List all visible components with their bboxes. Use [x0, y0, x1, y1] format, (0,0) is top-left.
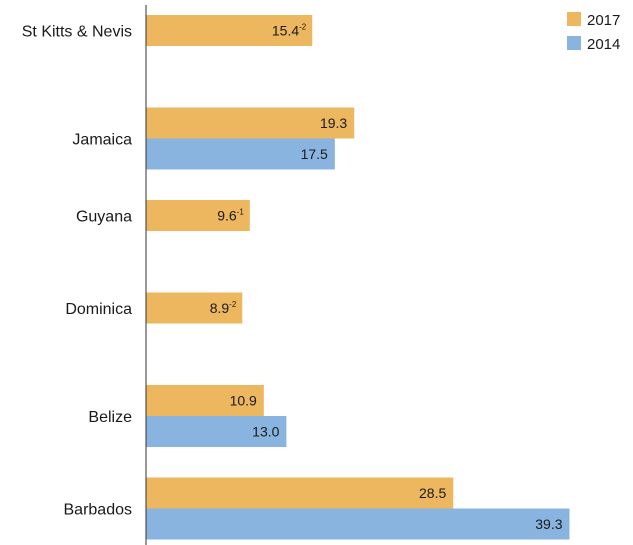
data-label-value: 8.9 — [210, 300, 230, 316]
bar-2014-belize — [146, 416, 287, 447]
bar-2014-jamaica — [146, 138, 335, 170]
data-label-value: 15.4 — [272, 23, 299, 39]
data-label: 15.4-2 — [272, 23, 307, 39]
category-label: Jamaica — [72, 132, 132, 149]
data-label-superscript: -1 — [237, 208, 245, 217]
data-label-superscript: -2 — [229, 300, 237, 309]
bar-2017-guyana — [146, 200, 250, 231]
data-label: 17.5 — [301, 146, 328, 162]
data-label: 39.3 — [535, 516, 562, 532]
bar-2017-belize — [146, 385, 264, 416]
data-label: 10.9 — [230, 393, 257, 409]
legend-swatch-2017 — [567, 12, 581, 26]
category-label: Dominica — [65, 301, 132, 318]
data-label-value: 17.5 — [301, 146, 328, 162]
data-label: 13.0 — [252, 424, 279, 440]
bar-2014-barbados — [146, 508, 570, 540]
category-label: Guyana — [76, 209, 132, 226]
legend-label-2017: 2017 — [587, 12, 620, 29]
data-label-superscript: -2 — [299, 23, 307, 32]
bar-2017-st-kitts-nevis — [146, 15, 313, 46]
legend-label-2014: 2014 — [587, 36, 620, 53]
bar-2017-barbados — [146, 477, 454, 509]
data-label-value: 13.0 — [252, 424, 279, 440]
data-label-value: 10.9 — [230, 393, 257, 409]
legend-swatch-2014 — [567, 36, 581, 50]
data-label: 9.6-1 — [217, 208, 244, 224]
data-label: 28.5 — [419, 485, 446, 501]
category-label: St Kitts & Nevis — [22, 24, 132, 41]
bar-2017-jamaica — [146, 107, 355, 139]
category-label: Belize — [88, 409, 132, 426]
category-label: Barbados — [64, 502, 133, 519]
bar-2017-dominica — [146, 292, 243, 324]
data-label-value: 19.3 — [320, 115, 347, 131]
data-label-value: 9.6 — [217, 208, 237, 224]
data-label-value: 39.3 — [535, 516, 562, 532]
data-label: 8.9-2 — [210, 300, 237, 316]
data-label: 19.3 — [320, 115, 347, 131]
data-label-value: 28.5 — [419, 485, 446, 501]
